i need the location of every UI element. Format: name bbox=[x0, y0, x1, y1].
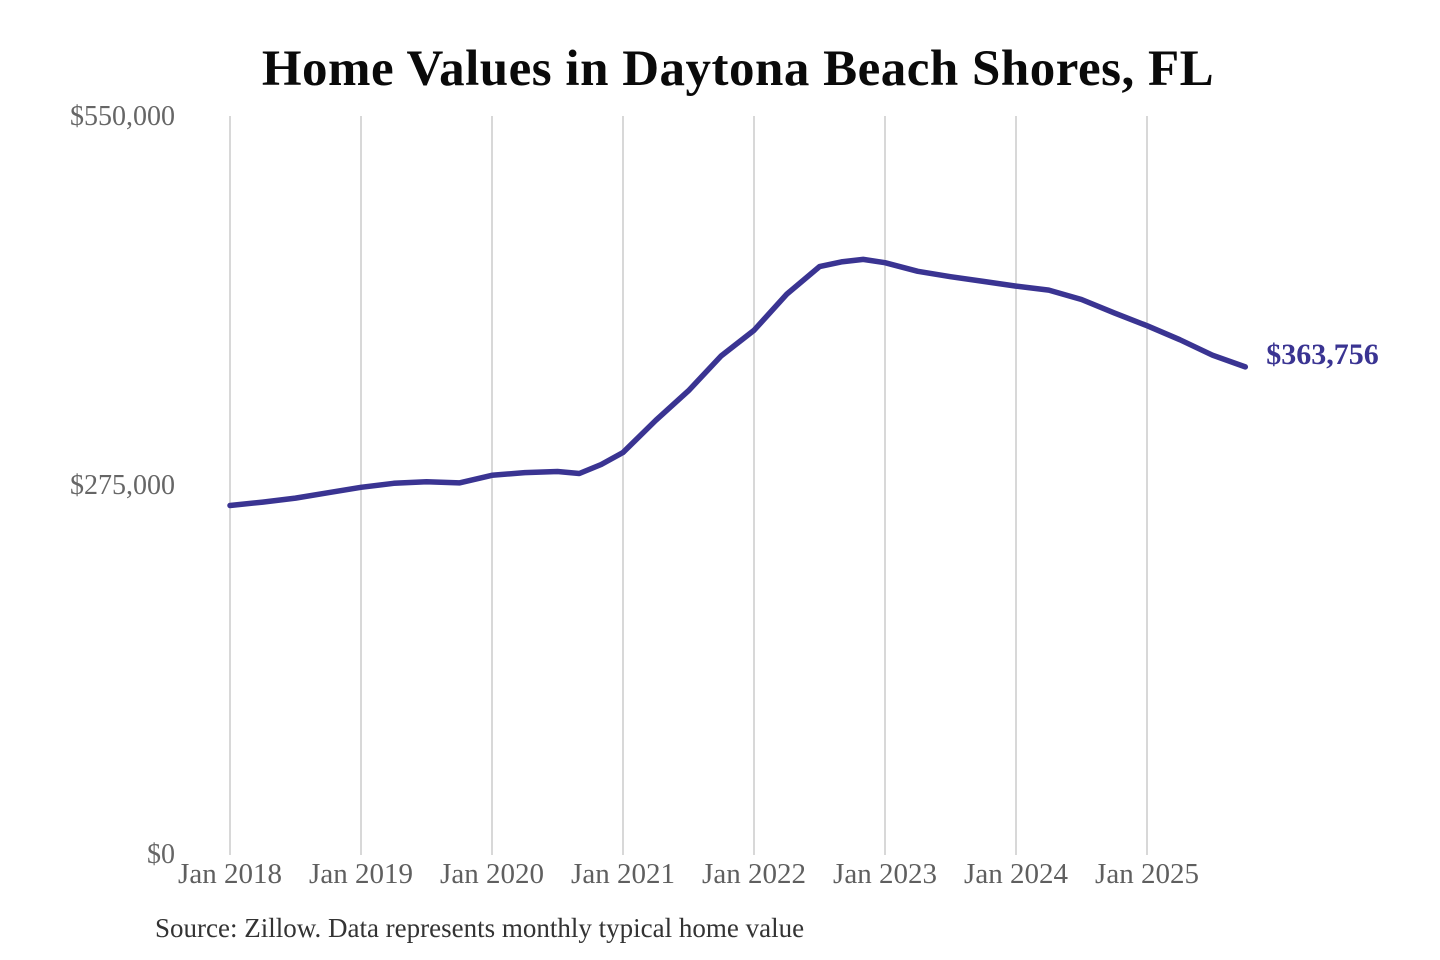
x-tick-label: Jan 2023 bbox=[833, 858, 937, 890]
y-tick-label: $0 bbox=[147, 839, 175, 870]
current-value-label: $363,756 bbox=[1266, 337, 1379, 371]
y-tick-label: $550,000 bbox=[70, 101, 175, 132]
y-tick-label: $275,000 bbox=[70, 470, 175, 501]
x-tick-label: Jan 2024 bbox=[964, 858, 1068, 890]
home-value-line bbox=[227, 256, 1249, 509]
x-tick-label: Jan 2020 bbox=[440, 858, 544, 890]
chart-title: Home Values in Daytona Beach Shores, FL bbox=[261, 41, 1215, 97]
x-tick-label: Jan 2025 bbox=[1095, 858, 1199, 890]
x-tick-label: Jan 2021 bbox=[571, 858, 675, 890]
x-tick-label: Jan 2018 bbox=[178, 858, 282, 890]
x-tick-label: Jan 2019 bbox=[309, 858, 413, 890]
source-note: Source: Zillow. Data represents monthly … bbox=[155, 913, 805, 943]
x-tick-label: Jan 2022 bbox=[702, 858, 806, 890]
